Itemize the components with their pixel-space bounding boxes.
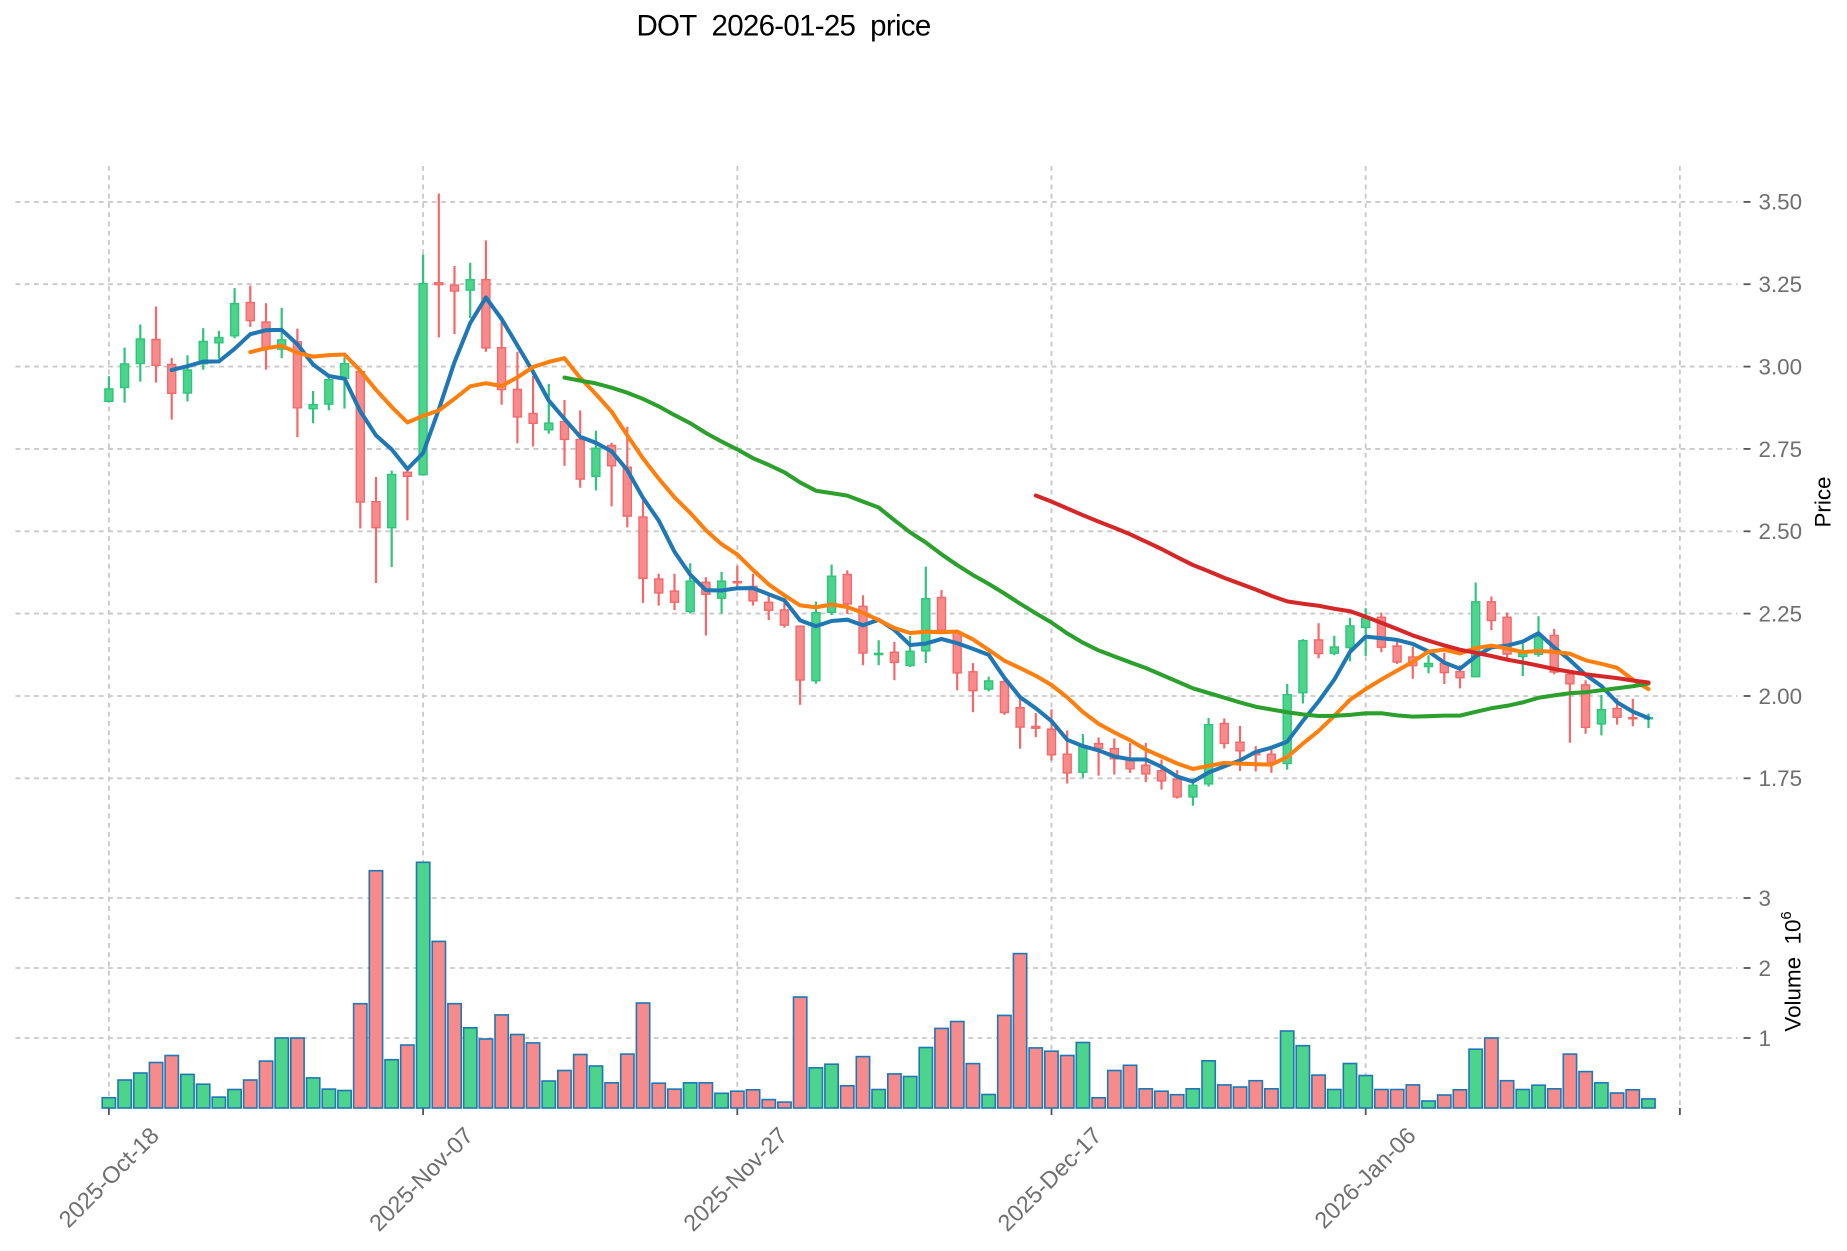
svg-text:Price: Price	[1811, 476, 1836, 527]
svg-text:3.00: 3.00	[1759, 354, 1803, 379]
svg-text:DOT 2026-01-25 price: DOT 2026-01-25 price	[636, 9, 930, 42]
svg-text:2.50: 2.50	[1759, 519, 1803, 544]
svg-text:1: 1	[1759, 1026, 1771, 1051]
svg-text:2: 2	[1759, 956, 1771, 981]
svg-text:2.00: 2.00	[1759, 684, 1803, 709]
svg-text:3.50: 3.50	[1759, 190, 1803, 215]
svg-text:1.75: 1.75	[1759, 766, 1803, 791]
svg-text:2.75: 2.75	[1759, 437, 1803, 462]
svg-text:3.25: 3.25	[1759, 272, 1803, 297]
svg-text:Volume 106: Volume 106	[1779, 911, 1806, 1031]
svg-text:2.25: 2.25	[1759, 601, 1803, 626]
svg-text:3: 3	[1759, 886, 1771, 911]
